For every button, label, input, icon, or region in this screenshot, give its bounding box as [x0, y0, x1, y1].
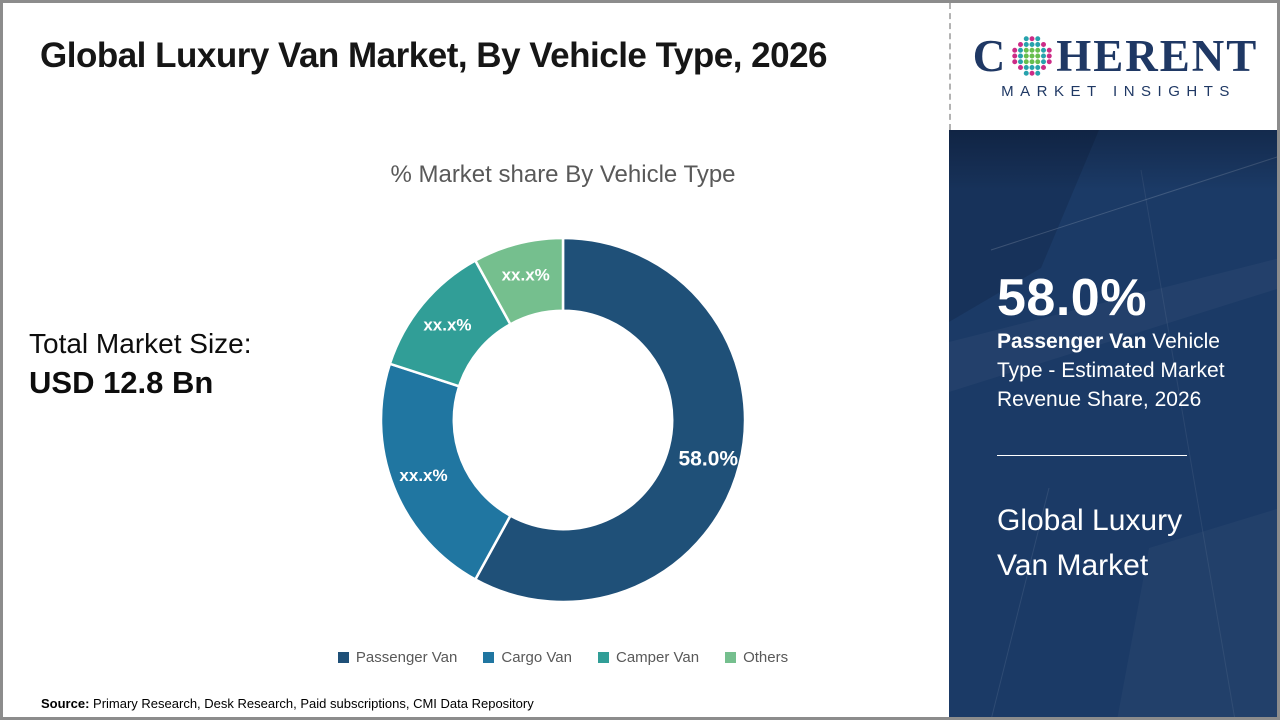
stat-description: Passenger Van Vehicle Type - Estimated M… [997, 327, 1249, 414]
stat-description-rest: Vehicle Type - Estimated Market Revenue … [997, 330, 1225, 411]
donut-segment-passenger-van [473, 236, 747, 604]
page-title: Global Luxury Van Market, By Vehicle Typ… [40, 36, 828, 75]
market-name: Global Luxury Van Market [997, 504, 1183, 582]
brand-letter-c: C [972, 30, 1008, 81]
legend-swatch [483, 652, 495, 663]
source-text: Primary Research, Desk Research, Paid su… [89, 696, 534, 711]
legend-swatch [725, 652, 737, 663]
stat-description-bold: Passenger Van [997, 330, 1147, 353]
chart-title: % Market share By Vehicle Type [390, 161, 736, 188]
donut-value-label-camper-van: xx.x% [423, 315, 471, 334]
brand-letters-rest: HERENT [1056, 30, 1259, 81]
source-label: Source: [41, 696, 90, 711]
sidebar-divider [997, 455, 1187, 456]
brand-tagline: MARKET INSIGHTS [1001, 83, 1236, 100]
donut-value-label-cargo-van: xx.x% [399, 466, 447, 485]
donut-segment-others [473, 236, 565, 327]
sidebar-top-shadow [949, 130, 1277, 190]
donut-segment-cargo-van [379, 362, 513, 582]
total-market-size-block: Total Market Size: USD 12.8 Bn [29, 328, 252, 401]
legend-item-others: Others [725, 649, 788, 666]
stat-value: 58.0% [997, 269, 1147, 327]
brand-logo: C HERENT [973, 33, 1259, 79]
legend-label: Camper Van [615, 649, 700, 666]
highlight-sidebar: 58.0% Passenger Van Vehicle Type - Estim… [949, 130, 1277, 717]
donut-chart: 58.0% xx.x% xx.x% xx.x% [379, 236, 747, 604]
donut-value-label-passenger-van: 58.0% [679, 447, 739, 470]
donut-value-label-others: xx.x% [502, 266, 550, 285]
legend-label: Passenger Van [355, 649, 458, 666]
total-market-size-label: Total Market Size: [29, 328, 252, 359]
legend-item-cargo-van: Cargo Van [483, 649, 572, 666]
logo-panel: C HERENT MARKET INSIGHTS [949, 3, 1277, 130]
sidebar-map-texture [949, 130, 1277, 717]
legend-item-passenger-van: Passenger Van [337, 649, 458, 666]
source-note: Source: Primary Research, Desk Research,… [41, 696, 534, 711]
legend-label: Others [743, 649, 789, 666]
legend-label: Cargo Van [501, 649, 572, 666]
total-market-size-value: USD 12.8 Bn [29, 365, 214, 400]
legend-item-camper-van: Camper Van [597, 649, 700, 666]
chart-legend: Passenger Van Cargo Van Camper Van Others [283, 649, 843, 666]
cmi-globe-icon [1012, 36, 1052, 76]
legend-swatch [597, 652, 609, 663]
legend-swatch [337, 652, 349, 663]
